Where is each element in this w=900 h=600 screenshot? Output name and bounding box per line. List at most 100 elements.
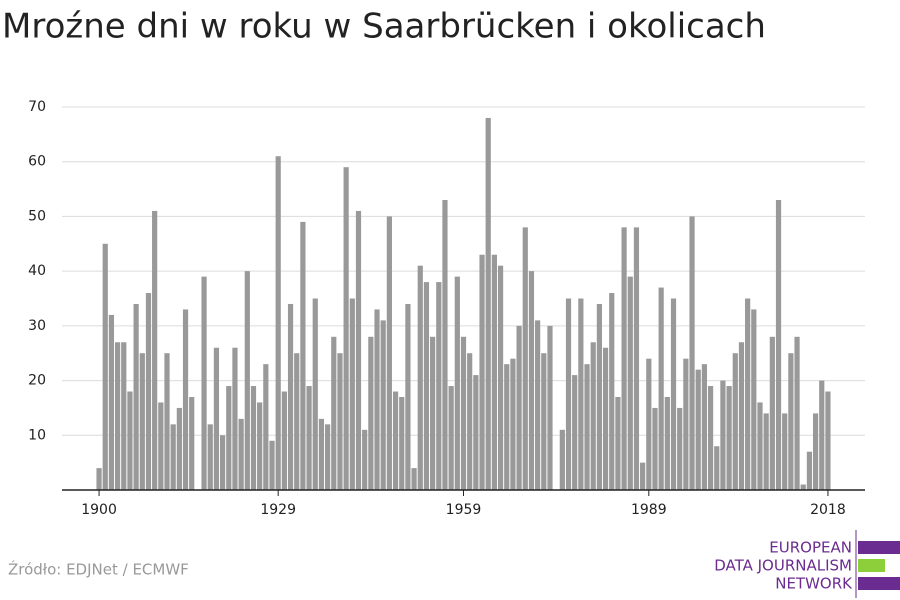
bar	[460, 336, 467, 490]
bar	[640, 462, 646, 490]
x-tick-label: 1929	[260, 502, 296, 518]
bar	[572, 375, 578, 490]
x-tick-label: 1900	[81, 502, 117, 518]
bar	[621, 227, 627, 490]
bar	[250, 386, 257, 490]
bar	[720, 380, 726, 490]
bar	[596, 303, 602, 490]
bar	[782, 413, 788, 490]
bar	[300, 221, 306, 490]
bar	[189, 396, 195, 490]
bar	[127, 391, 133, 490]
bar	[423, 282, 430, 490]
bar	[343, 167, 349, 490]
bar	[788, 353, 794, 490]
bar	[732, 353, 738, 490]
bar	[269, 440, 275, 490]
bar	[590, 342, 596, 490]
logo: EUROPEAN DATA JOURNALISM NETWORK	[714, 530, 900, 598]
bar	[615, 396, 621, 490]
bar	[707, 386, 714, 490]
bar	[646, 358, 652, 490]
bar	[695, 369, 701, 490]
bar	[152, 210, 158, 490]
bar	[565, 298, 572, 490]
bar	[164, 353, 170, 490]
bar	[658, 287, 664, 490]
bar	[312, 298, 318, 490]
bar	[442, 200, 448, 490]
bar	[745, 298, 751, 490]
bar	[825, 391, 831, 490]
bar	[497, 265, 504, 490]
bar	[362, 429, 368, 490]
bar	[701, 364, 707, 490]
bar	[510, 358, 516, 490]
bar	[325, 424, 331, 490]
bar	[287, 303, 294, 490]
bar	[430, 336, 436, 490]
y-tick-label: 70	[28, 99, 46, 115]
bar	[541, 353, 547, 490]
logo-text: DATA JOURNALISM	[714, 557, 852, 575]
bar	[627, 276, 633, 490]
bar	[491, 254, 497, 490]
bar	[670, 298, 677, 490]
bar	[769, 336, 775, 490]
bar	[380, 320, 386, 490]
bar	[139, 353, 145, 490]
bar	[133, 303, 139, 490]
y-tick-label: 30	[28, 318, 46, 334]
bar	[775, 200, 782, 490]
bar	[664, 396, 670, 490]
bar	[392, 391, 399, 490]
bar	[417, 265, 423, 490]
bar	[405, 303, 411, 490]
bar	[96, 468, 102, 490]
bar	[386, 216, 392, 490]
bar	[121, 342, 127, 490]
logo-bar	[858, 577, 900, 590]
bar	[467, 353, 473, 490]
bar	[232, 347, 238, 490]
bar	[677, 407, 683, 490]
bar	[757, 402, 763, 490]
bar	[602, 347, 609, 490]
bar	[257, 402, 263, 490]
bar	[226, 386, 232, 490]
bar	[547, 325, 553, 490]
bar	[633, 227, 640, 490]
bar	[454, 276, 460, 490]
bar	[281, 391, 287, 490]
bar	[479, 254, 485, 490]
bar	[294, 353, 300, 490]
bar	[726, 386, 732, 490]
y-tick-label: 10	[28, 427, 46, 443]
bar	[812, 413, 819, 490]
bar	[535, 320, 541, 490]
bar	[201, 276, 207, 490]
bar	[751, 309, 757, 490]
bar	[528, 271, 535, 490]
bar	[578, 298, 584, 490]
bar	[763, 413, 769, 490]
bar	[411, 468, 417, 490]
bar	[220, 435, 226, 490]
bar	[584, 364, 590, 490]
x-tick-label: 2018	[810, 502, 846, 518]
bar	[238, 418, 244, 490]
logo-text: NETWORK	[775, 575, 853, 593]
bar	[368, 336, 374, 490]
bar	[504, 364, 510, 490]
bar	[114, 342, 121, 490]
y-tick-label: 20	[28, 373, 46, 389]
bar	[559, 429, 565, 490]
bar	[522, 227, 528, 490]
x-tick-label: 1959	[446, 502, 482, 518]
x-tick-label: 1989	[631, 502, 667, 518]
bar	[516, 325, 522, 490]
y-tick-label: 50	[28, 208, 46, 224]
bar	[263, 364, 269, 490]
logo-bar	[858, 541, 900, 554]
bar	[331, 336, 337, 490]
